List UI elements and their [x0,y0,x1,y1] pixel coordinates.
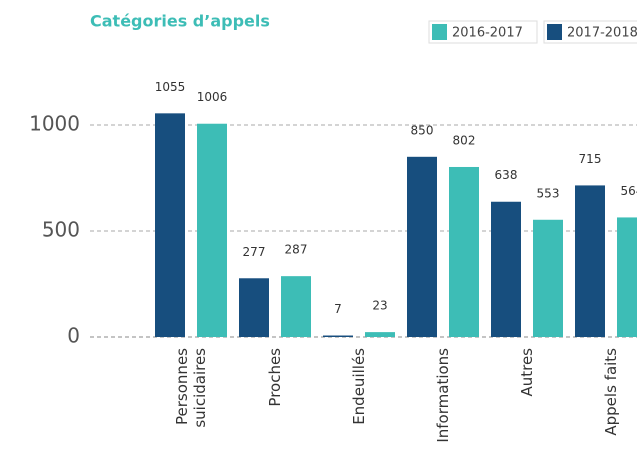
x-tick-label-line: Proches [266,348,284,407]
chart-title: Catégories d’appels [90,12,270,31]
data-label: 1006 [197,90,228,104]
x-tick-label-line: Autres [518,348,536,397]
bar [491,201,521,337]
data-label: 638 [495,168,518,182]
legend-box [543,20,637,44]
x-tick-label: Proches [266,348,284,407]
legend-box [428,20,538,44]
bar [155,113,185,337]
y-tick-label: 1000 [29,112,80,136]
legend-label: 2016-2017 [452,26,523,41]
data-label: 7 [334,302,342,316]
x-tick-label: Appels faits [602,348,620,436]
data-label: 1055 [155,80,186,94]
legend-label: 2017-2018 [567,26,637,41]
bar [281,276,311,337]
data-label: 850 [411,123,434,137]
x-tick-label-line: suicidaires [191,348,209,428]
bar [197,123,227,337]
x-tick-label: Personnessuicidaires [173,348,209,428]
bar [365,332,395,337]
x-tick-label-line: Informations [434,348,452,443]
data-label: 553 [537,186,560,200]
legend-swatch [432,24,447,40]
x-tick-label-line: Endeuillés [350,348,368,425]
data-label: 287 [285,243,308,257]
y-tick-label: 500 [42,218,80,242]
data-label: 23 [372,299,387,313]
bar [239,278,269,337]
bar [407,156,437,337]
bar [617,217,637,337]
x-tick-label: Endeuillés [350,348,368,425]
data-label: 802 [453,133,476,147]
data-label: 277 [243,245,266,259]
bar [533,219,563,337]
bar [575,185,605,337]
data-label: 564 [621,184,637,198]
bar [323,335,353,337]
legend-swatch [547,24,562,40]
x-tick-label-line: Appels faits [602,348,620,436]
x-tick-label-line: Personnes [173,348,191,425]
data-label: 715 [579,152,602,166]
x-tick-label: Autres [518,348,536,397]
x-tick-label: Informations [434,348,452,443]
y-tick-label: 0 [67,324,80,348]
bar [449,166,479,337]
